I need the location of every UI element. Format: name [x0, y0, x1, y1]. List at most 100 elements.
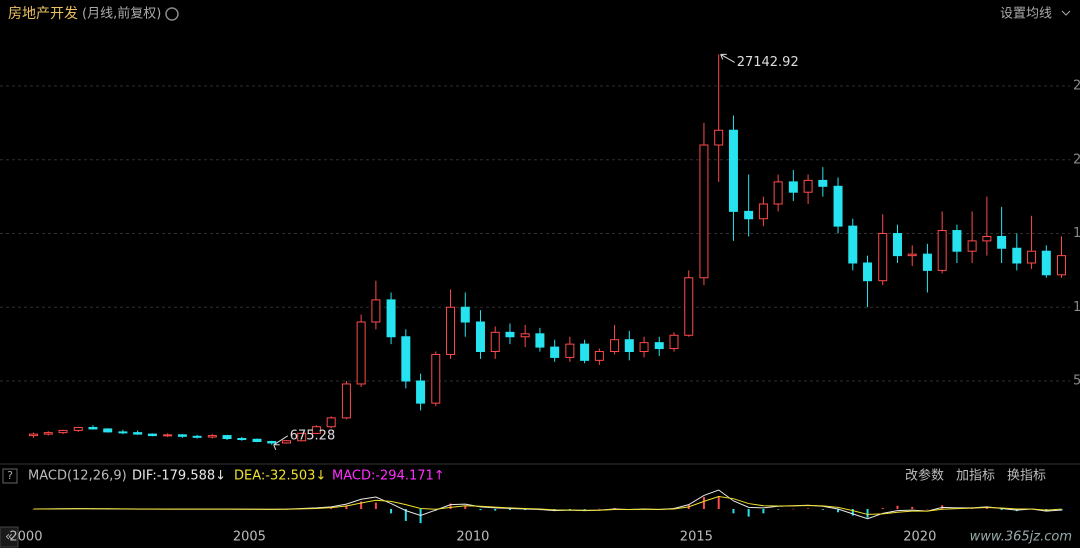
- candle-body: [654, 342, 664, 350]
- candle-body: [952, 230, 962, 252]
- candle-body: [401, 336, 411, 382]
- candle-body: [297, 432, 307, 442]
- candle-body: [967, 240, 977, 252]
- x-tick-label: 2015: [680, 530, 713, 545]
- annotation: 27142.92: [737, 55, 799, 70]
- macd-bar: [568, 509, 571, 510]
- macd-bar: [390, 509, 393, 514]
- macd-bar: [345, 505, 348, 509]
- macd-bar: [449, 503, 452, 509]
- x-tick-label: 2010: [456, 530, 489, 545]
- candle-body: [594, 351, 604, 361]
- candle-body: [118, 431, 128, 434]
- candle-body: [163, 434, 173, 437]
- candle-body: [237, 438, 247, 441]
- help-box[interactable]: [2, 468, 18, 484]
- macd-bar: [32, 509, 35, 510]
- candle-body: [699, 144, 709, 279]
- candle-body: [907, 253, 917, 257]
- y-tick-label: 10000: [1073, 300, 1080, 315]
- candle-body: [29, 433, 39, 437]
- candle-body: [431, 353, 441, 404]
- macd-bar: [702, 497, 705, 509]
- help[interactable]: ?: [7, 469, 13, 482]
- collapse-box[interactable]: [0, 526, 19, 548]
- annotation-arrowhead: [720, 53, 727, 60]
- candle-body: [177, 434, 187, 437]
- macd-bar: [494, 509, 497, 511]
- y-tick-label: 5000: [1073, 374, 1080, 389]
- watermark: www.365jz.com: [970, 530, 1072, 545]
- button[interactable]: 换指标: [1007, 469, 1046, 484]
- macd-bar: [508, 509, 511, 511]
- candle-body: [1012, 247, 1022, 264]
- ma-settings[interactable]: 设置均线: [1000, 7, 1052, 22]
- candle-body: [937, 230, 947, 271]
- candle-body: [58, 429, 68, 434]
- candle-body: [386, 299, 396, 338]
- macd-bar: [792, 508, 795, 510]
- candle-body: [446, 306, 456, 355]
- x-tick-label: 2005: [233, 530, 266, 545]
- macd-bar: [717, 495, 720, 509]
- candle-body: [758, 203, 768, 220]
- macd-bar: [807, 508, 810, 509]
- macd-bar: [598, 508, 601, 510]
- candle-body: [833, 185, 843, 227]
- x-tick-label: 2000: [9, 530, 42, 545]
- dropdown-icon[interactable]: [1061, 10, 1071, 16]
- macd-bar: [911, 506, 914, 509]
- dea-label: DEA:-32.503↓: [234, 469, 326, 484]
- candle-body: [475, 321, 485, 352]
- macd-bar: [404, 509, 407, 521]
- macd-bar: [732, 509, 735, 514]
- macd-bar: [985, 507, 988, 509]
- candle-body: [1057, 255, 1067, 276]
- macd-bar: [1060, 509, 1063, 511]
- macd-bar: [851, 509, 854, 516]
- candle-body: [878, 233, 888, 282]
- candle-body: [520, 333, 530, 338]
- collapse[interactable]: «: [5, 530, 13, 545]
- candle-body: [356, 321, 366, 385]
- candle-body: [207, 435, 217, 438]
- button[interactable]: 加指标: [956, 469, 995, 484]
- settings-icon[interactable]: [165, 7, 179, 21]
- button[interactable]: 改参数: [905, 468, 944, 484]
- macd-bar: [821, 509, 824, 510]
- chart-title: 房地产开发: [8, 6, 78, 22]
- macd-label: MACD:-294.171↑: [332, 469, 445, 484]
- candle-body: [490, 331, 500, 353]
- candle-body: [565, 343, 575, 358]
- macd-bar: [971, 508, 974, 509]
- candle-body: [892, 233, 902, 257]
- candle-body: [803, 179, 813, 193]
- candle-body: [669, 334, 679, 350]
- candle-body: [773, 181, 783, 205]
- candle-body: [1027, 250, 1037, 264]
- candle-body: [1041, 250, 1051, 276]
- candle-body: [684, 277, 694, 336]
- candle-body: [341, 383, 351, 419]
- chart-subtitle: (月线,前复权): [82, 6, 161, 22]
- macd-bar: [330, 507, 333, 509]
- candle-body: [922, 253, 932, 271]
- macd-bar: [762, 509, 765, 514]
- annotation-arrow: [720, 53, 735, 63]
- candle-body: [43, 432, 53, 435]
- x-tick-label: 2020: [903, 530, 936, 545]
- macd-bar: [1000, 509, 1003, 510]
- candle-body: [728, 129, 738, 212]
- candle-body: [535, 333, 545, 348]
- macd-bar: [524, 509, 527, 511]
- y-tick-label: 25000: [1073, 79, 1080, 94]
- candle-body: [550, 346, 560, 358]
- candle-body: [505, 331, 515, 338]
- macd-bar: [866, 509, 869, 518]
- candle-body: [788, 181, 798, 193]
- candle-body: [252, 438, 262, 442]
- candle-body: [103, 428, 113, 433]
- macd-bar: [777, 509, 780, 510]
